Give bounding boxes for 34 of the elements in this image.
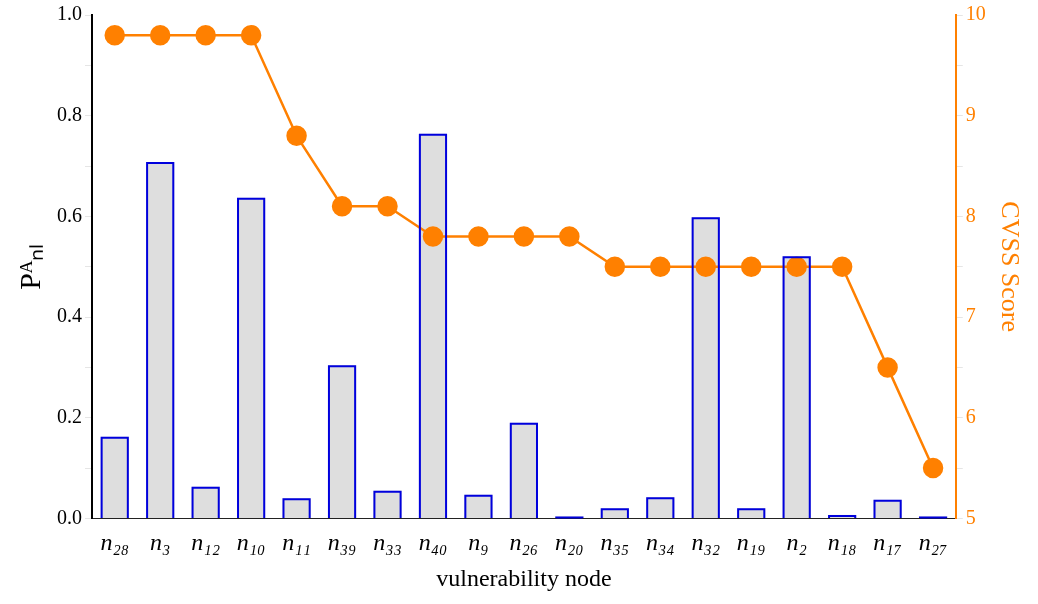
x-tick-label: n₂₆ [509,529,539,556]
y2-tick-label: 8 [965,203,976,226]
y-tick-label: 0.8 [57,102,82,125]
y2-tick-label: 10 [965,2,986,25]
y2-tick-label: 6 [965,404,976,427]
x-tick-label: n₁₈ [827,529,857,556]
x-tick-label: n₁₂ [191,529,220,556]
x-tick-label: n₂₈ [100,529,130,556]
x-tick-label: n₁₉ [736,529,766,556]
y-tick-label: 0.0 [57,505,82,528]
x-tick-label: n₃₉ [327,529,357,556]
y-tick-label: 1.0 [57,2,82,25]
y-tick-label: 0.2 [57,404,82,427]
y-tick-label: 0.6 [57,203,82,226]
x-axis-title: vulnerability node [436,564,612,591]
x-tick-label: n₁₁ [282,529,311,556]
x-tick-label: n₂₇ [918,529,948,556]
x-tick-label: n₄₀ [418,529,448,556]
y-axis-title: Pᴬₙₗ [12,243,46,290]
x-tick-label: n₂ [786,529,807,556]
y2-tick-label: 5 [965,505,976,528]
x-tick-label: n₂₀ [555,529,584,556]
x-tick-label: n₁₀ [236,529,266,556]
x-tick-label: n₃₄ [645,529,675,556]
y2-tick-label: 9 [965,102,976,125]
x-tick-label: n₉ [468,529,489,556]
y2-axis-title: CVSS Score [995,201,1025,333]
x-tick-label: n₃₃ [373,529,402,556]
x-tick-label: n₁₇ [873,529,902,556]
y2-tick-label: 7 [965,304,976,327]
x-tick-label: n₃ [150,529,171,556]
y-tick-label: 0.4 [57,304,82,327]
x-tick-label: n₃₅ [600,529,630,556]
x-tick-label: n₃₂ [691,529,721,556]
